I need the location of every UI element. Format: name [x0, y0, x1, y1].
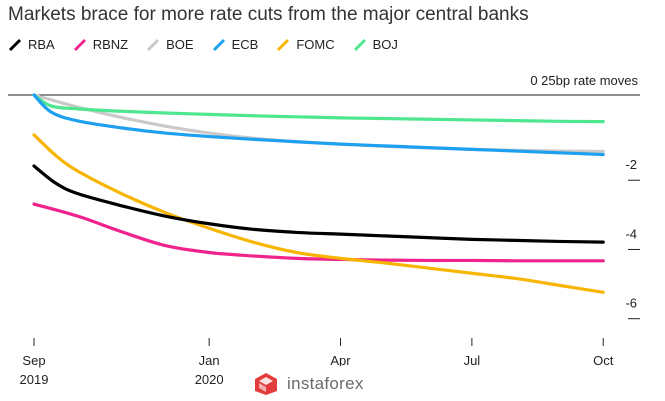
legend-label-boj: BOJ [372, 37, 398, 52]
legend-swatch-fomc [277, 38, 290, 51]
x-tick-label: Jul [464, 353, 481, 368]
legend: RBA RBNZ BOE ECB FOMC BOJ [8, 37, 398, 52]
x-tick-sublabel: 2019 [20, 372, 49, 387]
legend-item-boe: BOE [146, 37, 194, 52]
instaforex-logo-icon [255, 372, 277, 395]
series-line-rbnz [32, 202, 605, 263]
x-tick-label: Oct [593, 353, 614, 368]
x-tick-sublabel: 2020 [195, 372, 224, 387]
legend-swatch-boj [353, 38, 366, 51]
x-tick-label: Sep [22, 353, 45, 368]
legend-label-boe: BOE [166, 37, 194, 52]
legend-label-fomc: FOMC [296, 37, 335, 52]
legend-swatch-rba [8, 38, 22, 51]
series-line-boj [32, 93, 605, 124]
legend-label-rbnz: RBNZ [92, 37, 129, 52]
series-line-ecb [32, 93, 605, 157]
y-unit-label: 0 25bp rate moves [530, 73, 638, 88]
series-lines [32, 93, 605, 294]
series-line-rba [32, 164, 605, 244]
y-tick-label: -4 [625, 226, 637, 241]
legend-item-ecb: ECB [212, 37, 259, 52]
chart-title: Markets brace for more rate cuts from th… [8, 4, 529, 25]
legend-item-rba: RBA [8, 37, 55, 52]
legend-swatch-boe [147, 38, 160, 51]
axes: 0 25bp rate moves -2 -4 -6 Sep 2019 Jan 2020 Apr… [20, 73, 640, 387]
legend-swatch-rbnz [73, 38, 86, 51]
watermark-text: instaforex [287, 373, 364, 393]
watermark: instaforex [243, 366, 433, 401]
legend-item-boj: BOJ [353, 37, 398, 52]
legend-item-rbnz: RBNZ [73, 37, 128, 52]
y-tick-label: -6 [625, 296, 637, 311]
y-tick-label: -2 [625, 157, 637, 172]
legend-item-fomc: FOMC [276, 37, 335, 52]
legend-label-rba: RBA [28, 37, 55, 52]
x-tick-label: Jan [199, 353, 220, 368]
legend-swatch-ecb [212, 38, 225, 51]
series-line-fomc [32, 133, 605, 294]
legend-label-ecb: ECB [231, 37, 259, 52]
x-tick-label: Apr [330, 353, 351, 368]
